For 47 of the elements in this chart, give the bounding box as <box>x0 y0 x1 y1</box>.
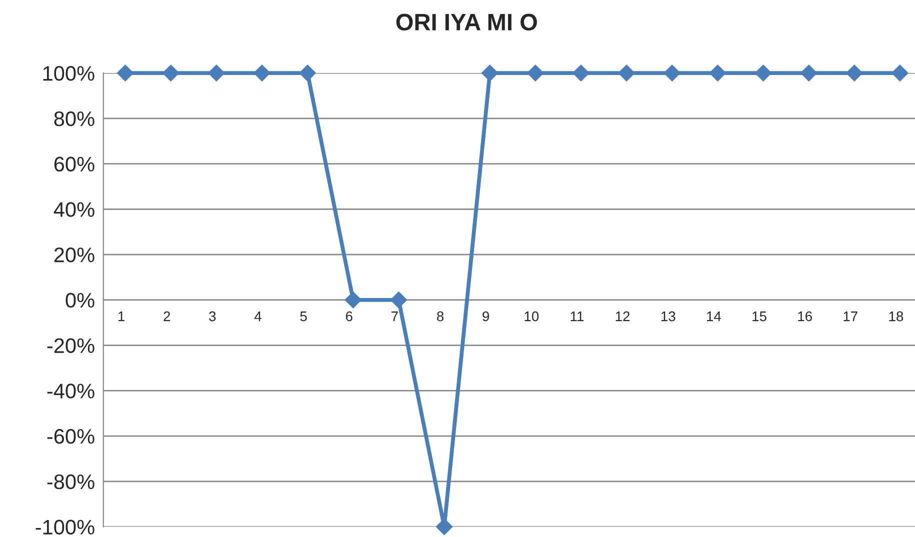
x-tick-label: 14 <box>707 312 721 322</box>
point <box>846 64 863 82</box>
y-tick-label: -40% <box>47 384 94 398</box>
y-tick-label: 100% <box>43 66 94 81</box>
point <box>892 64 908 82</box>
point <box>527 64 544 82</box>
point <box>254 64 270 82</box>
point <box>709 64 726 82</box>
point <box>618 64 635 82</box>
y-tick-label: 20% <box>54 248 94 262</box>
point <box>162 64 180 82</box>
y-tick-label: 0% <box>66 292 94 308</box>
y-tick-label: -100% <box>36 520 94 535</box>
x-tick-label: 11 <box>570 312 584 322</box>
x-tick-label: 13 <box>661 311 676 322</box>
x-tick-label: 18 <box>889 311 904 322</box>
x-tick-label: 15 <box>752 312 766 322</box>
point <box>754 64 772 82</box>
y-tick-label: -60% <box>47 429 94 444</box>
x-tick-label: 5 <box>300 312 307 322</box>
x-tick-label: 1 <box>118 312 124 322</box>
x-tick-label: 7 <box>392 312 398 322</box>
y-tick-label: 80% <box>54 111 94 126</box>
y-tick-label: -20% <box>47 338 94 354</box>
point <box>664 64 680 82</box>
x-tick-label: 8 <box>437 311 444 322</box>
point <box>572 64 590 82</box>
x-tick-label: 3 <box>209 311 216 322</box>
y-tick-label: 40% <box>54 202 94 217</box>
x-tick-label: 6 <box>346 311 352 322</box>
point <box>299 64 316 82</box>
x-tick-label: 9 <box>482 311 490 322</box>
point <box>800 64 818 82</box>
x-tick-label: 12 <box>616 311 630 322</box>
point <box>344 292 362 308</box>
point <box>481 64 498 82</box>
chart-title: ORI IYA MI O <box>396 14 537 31</box>
point <box>208 64 225 82</box>
x-tick-label: 16 <box>798 311 812 322</box>
x-tick-label: 4 <box>254 312 262 322</box>
y-tick-label: -80% <box>47 474 94 490</box>
point <box>390 292 408 308</box>
x-tick-label: 2 <box>164 311 170 322</box>
y-tick-label: 60% <box>54 156 94 172</box>
point <box>116 64 134 82</box>
x-tick-label: 10 <box>524 311 539 322</box>
x-tick-label: 17 <box>844 312 858 322</box>
